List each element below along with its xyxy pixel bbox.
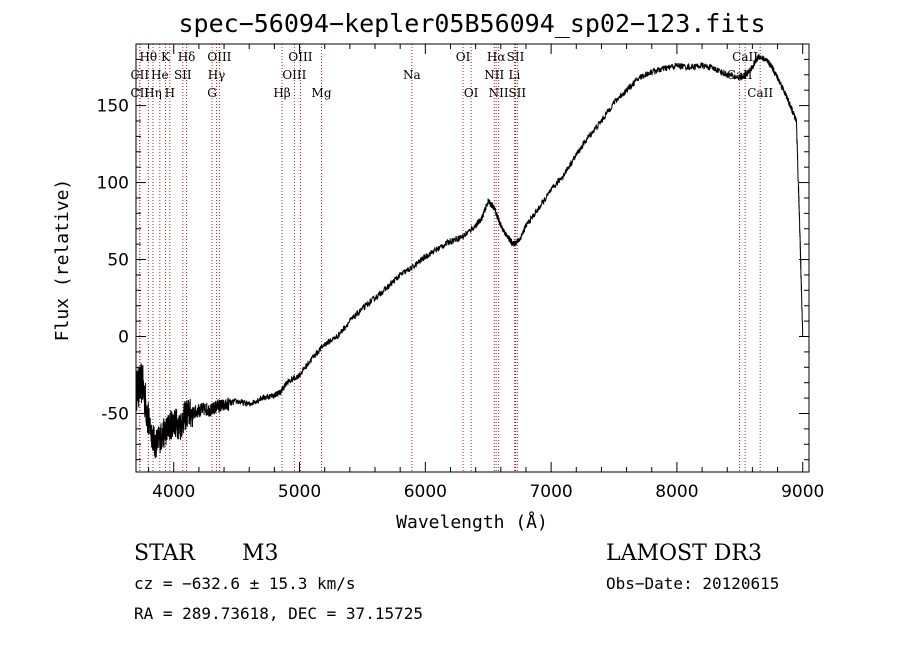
chart-title: spec−56094−kepler05B56094_sp02−123.fits xyxy=(179,9,766,38)
spectral-line-label-6: Hα xyxy=(487,50,506,64)
x-tick-label-3: 7000 xyxy=(529,482,572,502)
spectral-line-label-15: NII xyxy=(484,68,504,82)
y-axis-label: Flux (relative) xyxy=(52,179,73,342)
spectral-line-label-10: He xyxy=(151,68,169,82)
spectral-line-label-24: OI xyxy=(464,86,479,100)
spectral-line-label-14: Na xyxy=(403,68,421,82)
spectral-line-label-25: NII xyxy=(489,86,509,100)
y-tick-label-2: 50 xyxy=(107,251,129,271)
flux-series xyxy=(136,53,804,459)
spectral-line-label-7: SII xyxy=(507,50,525,64)
y-tick-label-3: 100 xyxy=(97,174,129,194)
flux-line xyxy=(136,53,804,459)
observation-date: Obs−Date: 20120615 xyxy=(606,574,779,593)
spectral-line-label-8: CaII xyxy=(732,50,758,64)
x-tick-label-1: 5000 xyxy=(278,482,321,502)
spectral-line-markers xyxy=(139,44,761,472)
spectral-line-label-0: Hθ xyxy=(139,50,157,64)
spectral-line-label-5: OI xyxy=(456,50,471,64)
spectral-line-label-1: K xyxy=(161,50,171,64)
spectral-line-label-2: Hδ xyxy=(178,50,196,64)
spectral-line-label-11: SII xyxy=(174,68,192,82)
object-class: STAR xyxy=(134,541,196,566)
spectral-line-label-19: Hη xyxy=(144,86,162,100)
x-tick-label-2: 6000 xyxy=(404,482,447,502)
redshift-velocity: cz = −632.6 ± 15.3 km/s xyxy=(134,574,356,593)
spectral-line-label-27: CaII xyxy=(747,86,773,100)
spectral-line-label-18: CII xyxy=(130,86,149,100)
coordinates: RA = 289.73618, DEC = 37.15725 xyxy=(134,604,423,623)
plot-frame xyxy=(135,43,810,473)
x-tick-label-5: 9000 xyxy=(781,482,824,502)
spectral-line-label-13: OIII xyxy=(282,68,306,82)
y-tick-label-1: 0 xyxy=(118,328,129,348)
y-tick-label-0: -50 xyxy=(101,404,129,424)
object-subclass: M3 xyxy=(242,541,279,566)
spectral-line-label-23: Mg xyxy=(312,86,332,100)
spectral-line-label-26: SII xyxy=(508,86,526,100)
x-axis-label: Wavelength (Å) xyxy=(396,511,548,533)
spectral-line-label-4: OIII xyxy=(288,50,312,64)
y-tick-label-4: 150 xyxy=(97,97,129,117)
x-tick-label-0: 4000 xyxy=(152,482,195,502)
spectral-line-label-12: Hγ xyxy=(208,68,226,82)
spectral-line-label-16: Li xyxy=(508,68,520,82)
spectral-line-label-3: OIII xyxy=(207,50,231,64)
spectral-line-label-22: Hβ xyxy=(273,86,290,100)
survey-name: LAMOST DR3 xyxy=(606,541,762,566)
spectral-line-label-21: G xyxy=(207,86,217,100)
x-tick-label-4: 8000 xyxy=(655,482,698,502)
axis-ticks: 4000 5000 6000 7000 8000 9000 -50 0 50 100 150 xyxy=(97,44,824,502)
spectral-line-label-20: H xyxy=(165,86,175,100)
